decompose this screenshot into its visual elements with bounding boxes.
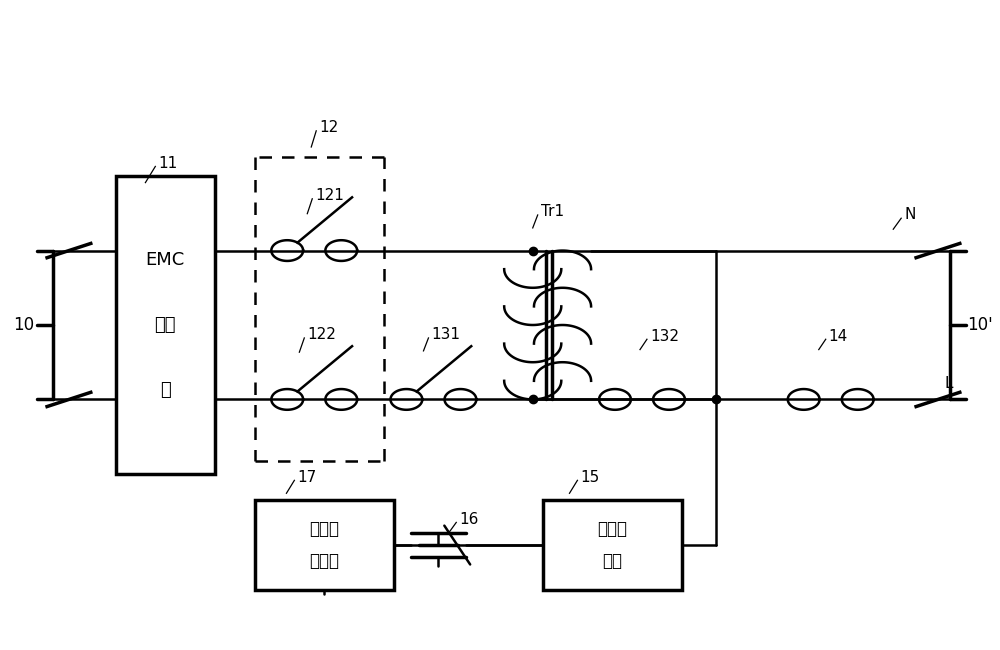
Text: 17: 17 <box>297 469 317 485</box>
Bar <box>116 176 215 474</box>
Text: 10': 10' <box>967 316 993 334</box>
Text: EMC: EMC <box>146 250 185 268</box>
Text: 11: 11 <box>158 156 178 171</box>
Text: 器: 器 <box>160 382 171 400</box>
Text: 10: 10 <box>13 316 34 334</box>
Text: N: N <box>904 207 916 222</box>
Text: 131: 131 <box>431 327 460 342</box>
Text: 双向变: 双向变 <box>597 520 627 538</box>
Text: 电系统: 电系统 <box>309 552 339 570</box>
Text: 15: 15 <box>580 469 600 485</box>
Bar <box>255 500 394 590</box>
Text: 12: 12 <box>319 120 338 135</box>
Text: 121: 121 <box>315 188 344 203</box>
Text: 132: 132 <box>650 329 679 344</box>
Text: 16: 16 <box>459 512 479 526</box>
Text: Tr1: Tr1 <box>541 204 564 219</box>
Bar <box>543 500 682 590</box>
Text: 滤波: 滤波 <box>155 316 176 334</box>
Text: L: L <box>945 376 953 391</box>
Text: 14: 14 <box>829 329 848 344</box>
Text: 辅助供: 辅助供 <box>309 520 339 538</box>
Text: 122: 122 <box>307 327 336 342</box>
Text: 换器: 换器 <box>602 552 622 570</box>
